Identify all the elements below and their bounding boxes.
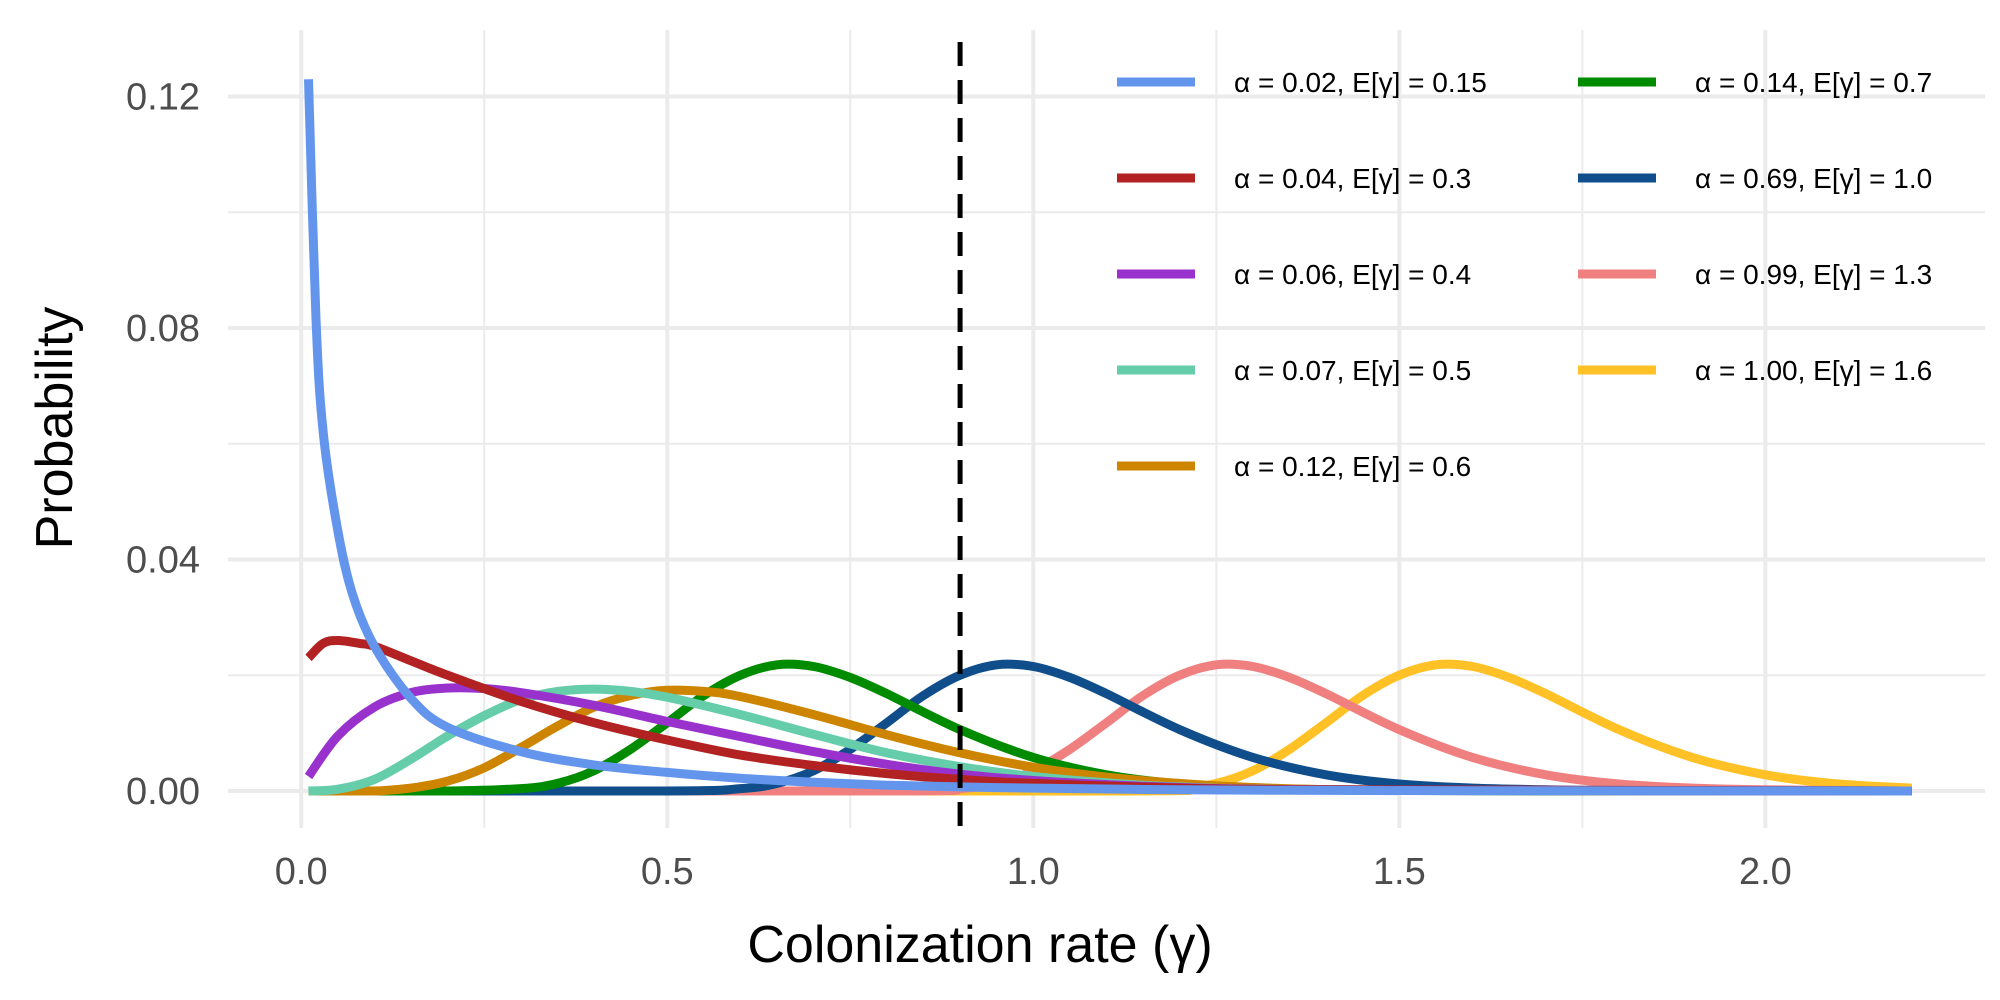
legend-item: α = 0.06, E[γ] = 0.4 [1117,259,1471,290]
series-layer [304,79,1913,796]
series-line [304,79,1912,796]
x-tick-label: 1.0 [1007,851,1060,893]
x-tick-label: 2.0 [1739,851,1792,893]
legend-item: α = 0.69, E[γ] = 1.0 [1578,163,1932,194]
y-tick-labels: 0.00 0.04 0.08 0.12 [126,77,200,813]
y-tick-label: 0.04 [126,539,200,581]
legend-label: α = 0.02, E[γ] = 0.15 [1234,67,1487,98]
legend-label: α = 0.12, E[γ] = 0.6 [1234,451,1471,482]
legend-item: α = 0.14, E[γ] = 0.7 [1578,67,1932,98]
legend-item: α = 0.07, E[γ] = 0.5 [1117,355,1471,386]
legend-label: α = 0.07, E[γ] = 0.5 [1234,355,1471,386]
legend-label: α = 0.69, E[γ] = 1.0 [1695,163,1932,194]
series-line [308,685,1912,796]
legend-label: α = 0.99, E[γ] = 1.3 [1695,259,1932,290]
x-tick-label: 1.5 [1373,851,1426,893]
x-tick-label: 0.5 [641,851,694,893]
legend-item: α = 0.04, E[γ] = 0.3 [1117,163,1471,194]
legend-label: α = 0.04, E[γ] = 0.3 [1234,163,1471,194]
legend-label: α = 1.00, E[γ] = 1.6 [1695,355,1932,386]
x-tick-label: 0.0 [275,851,328,893]
legend: α = 0.02, E[γ] = 0.15 α = 0.04, E[γ] = 0.… [1117,67,1932,482]
x-tick-labels: 0.0 0.5 1.0 1.5 2.0 [275,851,1792,893]
legend-item: α = 0.99, E[γ] = 1.3 [1578,259,1932,290]
y-tick-label: 0.12 [126,77,200,119]
legend-item: α = 0.02, E[γ] = 0.15 [1117,67,1487,98]
y-tick-label: 0.08 [126,308,200,350]
y-tick-label: 0.00 [126,771,200,813]
x-axis-title: Colonization rate (γ) [747,916,1212,974]
y-axis-title: Probability [26,307,84,550]
legend-item: α = 0.12, E[γ] = 0.6 [1117,451,1471,482]
legend-label: α = 0.14, E[γ] = 0.7 [1695,67,1932,98]
legend-label: α = 0.06, E[γ] = 0.4 [1234,259,1471,290]
legend-item: α = 1.00, E[γ] = 1.6 [1578,355,1932,386]
